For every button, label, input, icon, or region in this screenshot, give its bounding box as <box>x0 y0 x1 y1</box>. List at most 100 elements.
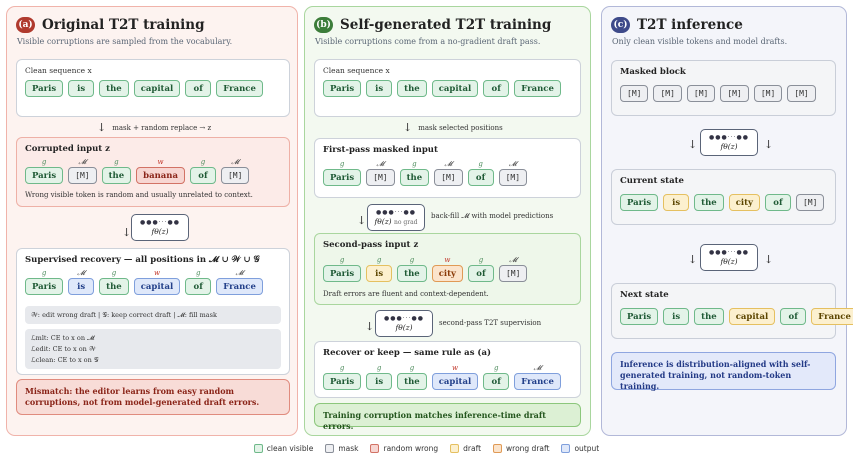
swatch-icon <box>253 444 263 453</box>
step-arrow: ↓ mask + random replace → z <box>97 121 211 134</box>
token: g is <box>366 364 393 390</box>
step-arrow: ↓ <box>688 253 697 266</box>
token-set-mark: w <box>451 364 458 372</box>
token-row: g Paris g is g the w city g of 𝓜 [M] <box>323 256 528 282</box>
model-box: ●●●···●● fθ(z) <box>375 310 433 337</box>
token: is <box>663 194 690 211</box>
model-label: fθ(z) <box>720 257 738 266</box>
token: the <box>397 80 427 97</box>
token: capital <box>728 308 776 325</box>
box-note: Draft errors are fluent and context-depe… <box>323 290 489 298</box>
token: g of <box>467 256 494 282</box>
token: Paris <box>620 194 659 211</box>
loss-item: ℒedit: CE to x on 𝒲 <box>31 345 96 353</box>
token-text: [M] <box>441 173 456 182</box>
token: is <box>68 80 95 97</box>
token-row: g Paris 𝓜 [M] g the 𝓜 [M] g of 𝓜 [M] <box>323 160 528 186</box>
token-text: [M] <box>227 171 243 180</box>
token-set-mark: 𝓜 <box>533 364 542 372</box>
first-pass-box: First-pass masked input g Paris 𝓜 [M] g the… <box>314 138 581 198</box>
token: the <box>694 308 724 325</box>
token: g the <box>101 158 132 184</box>
token: g of <box>189 158 216 184</box>
token-row: [M] [M] [M] [M] [M] [M] <box>620 85 816 102</box>
panel-header: (a) Original T2T training <box>16 17 205 33</box>
token: w banana <box>136 158 185 184</box>
mismatch-callout: Mismatch: the editor learns from easy ra… <box>16 379 290 415</box>
token-set-mark: w <box>157 158 164 166</box>
token-text: the <box>406 172 423 183</box>
token: g of <box>185 269 212 295</box>
token-set-mark: 𝓜 <box>78 158 87 166</box>
match-callout: Training corruption matches inference-ti… <box>314 403 581 431</box>
token-set-mark: g <box>200 158 206 166</box>
token-set-mark: g <box>41 269 47 277</box>
token: g is <box>366 256 393 282</box>
token: 𝓜 [M] <box>434 160 463 186</box>
supervision-label: second-pass T2T supervision <box>439 319 542 327</box>
token-set-mark: w <box>444 256 451 264</box>
panel-badge: (a) <box>16 17 35 33</box>
model-dots: ●●●···●● <box>709 249 749 256</box>
token-set-mark: g <box>111 269 117 277</box>
token-set-mark: g <box>41 158 47 166</box>
token-set-mark: 𝓜 <box>376 160 385 168</box>
panel-subtitle: Only clean visible tokens and model draf… <box>612 37 788 46</box>
masked-block-box: Masked block [M] [M] [M] [M] [M] [M] <box>611 60 836 116</box>
token-text: Paris <box>32 170 57 181</box>
model-dots: ●●●···●● <box>140 219 180 226</box>
legend-label: draft <box>463 444 482 453</box>
token: [M] <box>686 85 716 102</box>
swatch-icon <box>370 444 380 453</box>
step-arrow: ↓ <box>122 226 131 239</box>
legend-label: mask <box>338 444 359 453</box>
token: g Paris <box>323 256 362 282</box>
panel-self-generated-training: (b) Self-generated T2T training Visible … <box>304 6 591 436</box>
token-text: city <box>438 268 456 279</box>
panel-title: Self-generated T2T training <box>340 17 552 33</box>
token: [M] <box>720 85 749 102</box>
token-row: Paris is the capital of France <box>25 80 263 97</box>
token: g of <box>467 160 494 186</box>
token-text: [M] <box>373 173 388 182</box>
token-row: Paris is the city of [M] <box>620 194 825 211</box>
legend-item: clean visible <box>253 444 313 453</box>
model-dots: ●●●···●● <box>376 209 416 216</box>
token-text: is <box>77 281 86 292</box>
token: of <box>780 308 807 325</box>
token: Paris <box>323 80 362 97</box>
token: France <box>811 308 853 325</box>
model-label: fθ(z) no grad <box>374 217 418 226</box>
token: g Paris <box>323 364 362 390</box>
token: France <box>216 80 263 97</box>
token: g the <box>99 269 129 295</box>
token: capital <box>133 80 181 97</box>
step-arrow: ↓ <box>764 253 773 266</box>
token: g the <box>397 364 427 390</box>
token-set-mark: w <box>153 269 160 277</box>
token-text: the <box>108 170 125 181</box>
token: Paris <box>25 80 64 97</box>
down-arrow-icon: ↓ <box>357 214 367 227</box>
token-set-mark: g <box>376 364 382 372</box>
token: 𝓜 France <box>216 269 263 295</box>
panel-subtitle: Visible corruptions come from a no-gradi… <box>315 37 541 46</box>
box-label: Clean sequence x <box>25 66 92 75</box>
down-arrow-icon: ↓ <box>688 138 698 151</box>
legend-label: wrong draft <box>506 444 550 453</box>
token-text: capital <box>438 376 472 387</box>
token-text: Paris <box>330 376 355 387</box>
aligned-callout: Inference is distribution-aligned with s… <box>611 352 836 391</box>
token: g Paris <box>25 269 64 295</box>
second-pass-box: Second-pass input z g Paris g is g the w cit… <box>314 233 581 305</box>
legend-label: output <box>574 444 600 453</box>
token-row: Paris is the capital of France <box>620 308 853 325</box>
token: g Paris <box>25 158 64 184</box>
token-text: [M] <box>75 171 90 180</box>
token-text: capital <box>140 281 174 292</box>
token: France <box>514 80 561 97</box>
legend-item: wrong draft <box>493 444 549 453</box>
token-set-mark: g <box>114 158 119 166</box>
panel-subtitle: Visible corruptions are sampled from the… <box>17 37 233 46</box>
panel-badge: (b) <box>314 17 333 33</box>
